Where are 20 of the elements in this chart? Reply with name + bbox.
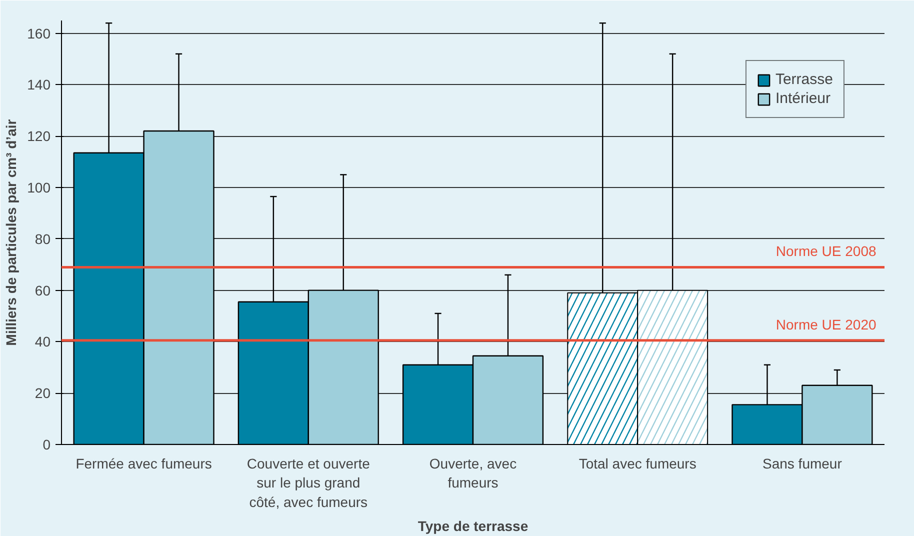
- y-tick-label: 40: [34, 334, 51, 350]
- x-tick-label: Total avec fumeurs: [578, 456, 696, 472]
- y-tick-label: 60: [34, 282, 51, 298]
- y-tick-label: 160: [27, 25, 51, 42]
- y-tick-label: 80: [34, 230, 51, 247]
- y-tick-label: 120: [27, 128, 51, 144]
- y-tick-label: 20: [34, 385, 51, 402]
- ref-line-label: Norme UE 2020: [776, 316, 876, 332]
- y-tick-label: 0: [42, 436, 51, 452]
- y-axis-title: Milliers de particules par cm³ d’air: [3, 118, 20, 346]
- ref-line-label: Norme UE 2008: [776, 243, 876, 260]
- x-axis-title: Type de terrasse: [418, 518, 528, 534]
- legend-label: Intérieur: [775, 90, 830, 107]
- x-tick-label: Fermée avec fumeurs: [76, 456, 212, 472]
- x-tick-label: Sans fumeur: [762, 456, 842, 472]
- x-tick-label: Couverte et ouverte sur le plus grand côté, avec fumeurs: [246, 456, 370, 510]
- x-tick-label: Ouverte, avec fumeurs: [429, 456, 517, 491]
- y-tick-label: 140: [27, 76, 51, 93]
- legend-label: Terrasse: [775, 71, 833, 88]
- y-tick-label: 100: [27, 180, 51, 196]
